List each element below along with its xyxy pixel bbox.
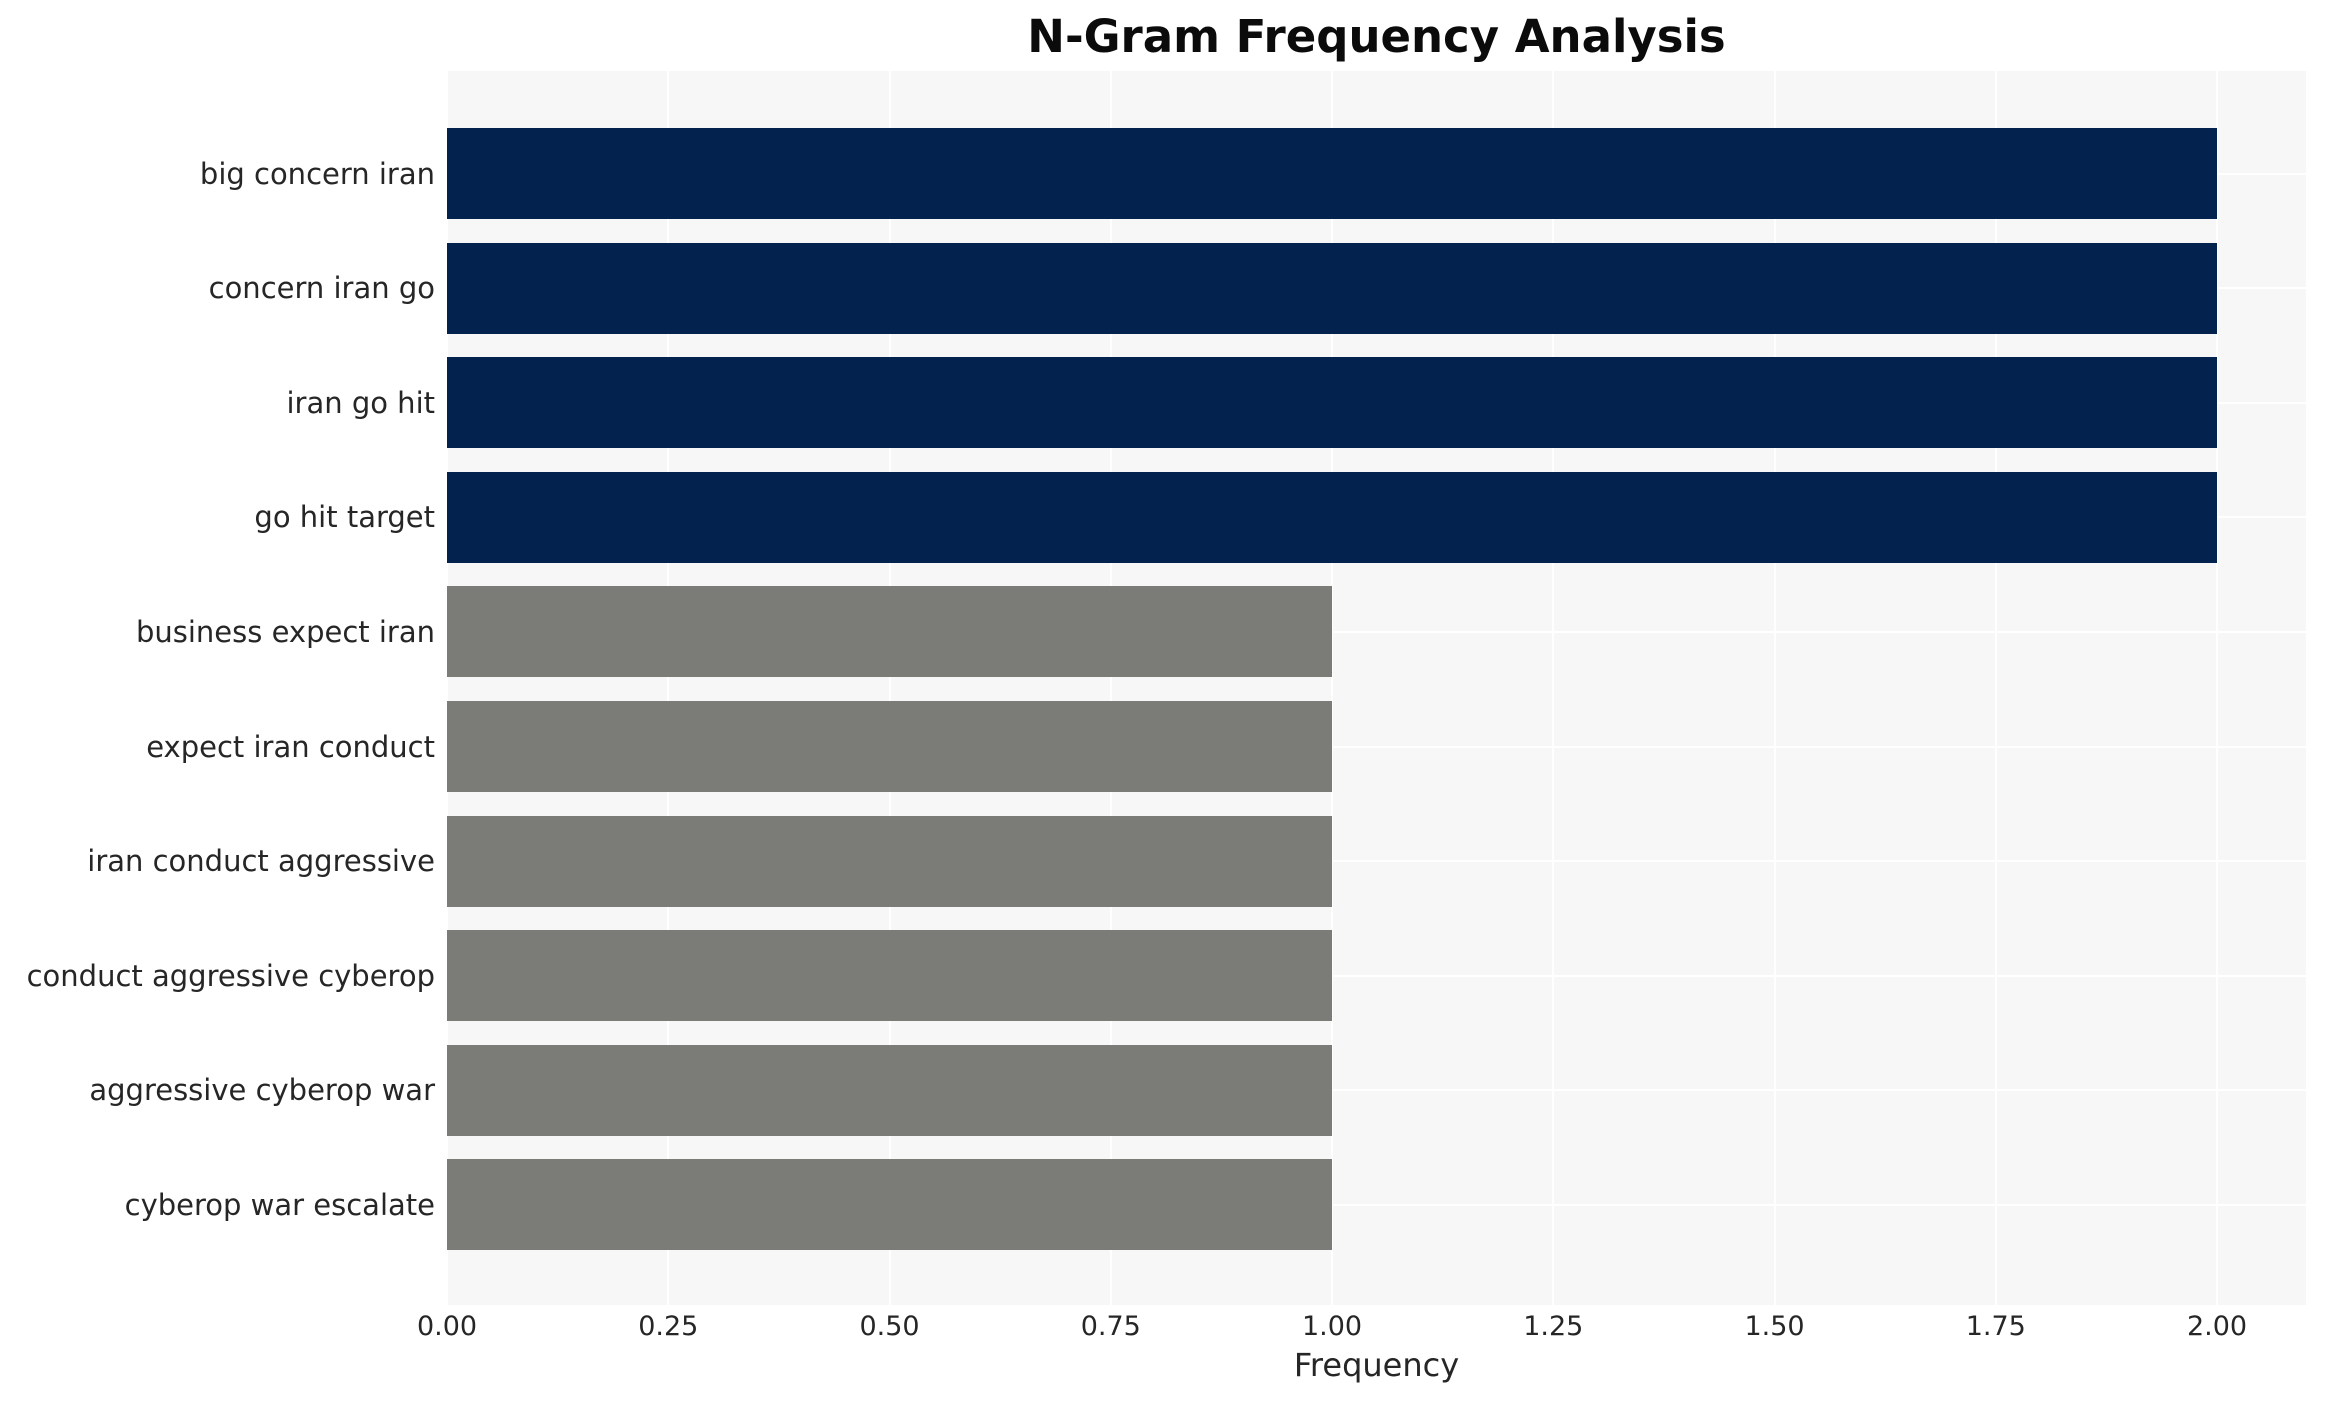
gridline-vertical	[1773, 71, 1776, 1305]
gridline-horizontal	[447, 630, 2306, 633]
y-tick-label: business expect iran	[135, 614, 435, 649]
x-tick-label: 1.75	[1965, 1311, 2026, 1342]
x-tick-label: 0.00	[416, 1311, 478, 1342]
gridline-vertical	[667, 71, 670, 1305]
x-tick-label: 2.00	[2186, 1311, 2248, 1342]
gridline-vertical	[1994, 71, 1997, 1305]
gridline-horizontal	[447, 1089, 2306, 1092]
bar-conduct-aggressive-cyberop	[447, 930, 1332, 1022]
x-tick-label: 1.00	[1301, 1311, 1363, 1342]
x-axis-label: Frequency	[1293, 1346, 1460, 1384]
gridline-vertical	[1109, 71, 1112, 1305]
y-tick-label: iran go hit	[286, 385, 435, 420]
x-tick-label: 0.50	[859, 1311, 920, 1342]
y-tick-label: concern iran go	[208, 271, 435, 306]
bar-expect-iran-conduct	[447, 701, 1332, 792]
gridline-vertical	[446, 71, 448, 1305]
gridline-vertical	[2216, 71, 2218, 1305]
bar-concern-iran-go	[447, 242, 2217, 334]
y-tick-label: cyberop war escalate	[124, 1187, 435, 1222]
bar-go-hit-target	[447, 471, 2217, 563]
y-tick-label: conduct aggressive cyberop	[26, 958, 435, 993]
y-tick-label: expect iran conduct	[146, 729, 435, 764]
y-tick-label: aggressive cyberop war	[89, 1073, 435, 1108]
y-tick-label: go hit target	[254, 500, 435, 535]
gridline-horizontal	[447, 745, 2306, 748]
y-tick-label: big concern iran	[199, 156, 435, 191]
plot-area	[446, 71, 2306, 1305]
gridline-vertical	[1552, 71, 1555, 1305]
y-tick-label: iran conduct aggressive	[87, 844, 435, 879]
bar-business-expect-iran	[447, 586, 1332, 678]
bar-big-concern-iran	[447, 128, 2217, 219]
bar-cyberop-war-escalate	[447, 1159, 1332, 1251]
bar-iran-go-hit	[447, 357, 2217, 449]
x-tick-label: 0.75	[1080, 1311, 1141, 1342]
bar-iran-conduct-aggressive	[447, 815, 1332, 907]
gridline-horizontal	[447, 974, 2306, 977]
x-tick-label: 1.50	[1744, 1311, 1805, 1342]
x-tick-label: 0.25	[638, 1311, 699, 1342]
chart-title: N-Gram Frequency Analysis	[1027, 10, 1726, 63]
x-tick-label: 1.25	[1523, 1311, 1584, 1342]
gridline-vertical	[888, 71, 891, 1305]
bar-aggressive-cyberop-war	[447, 1044, 1332, 1136]
gridline-vertical	[1331, 71, 1333, 1305]
gridline-horizontal	[447, 860, 2306, 863]
gridline-horizontal	[447, 1203, 2306, 1206]
